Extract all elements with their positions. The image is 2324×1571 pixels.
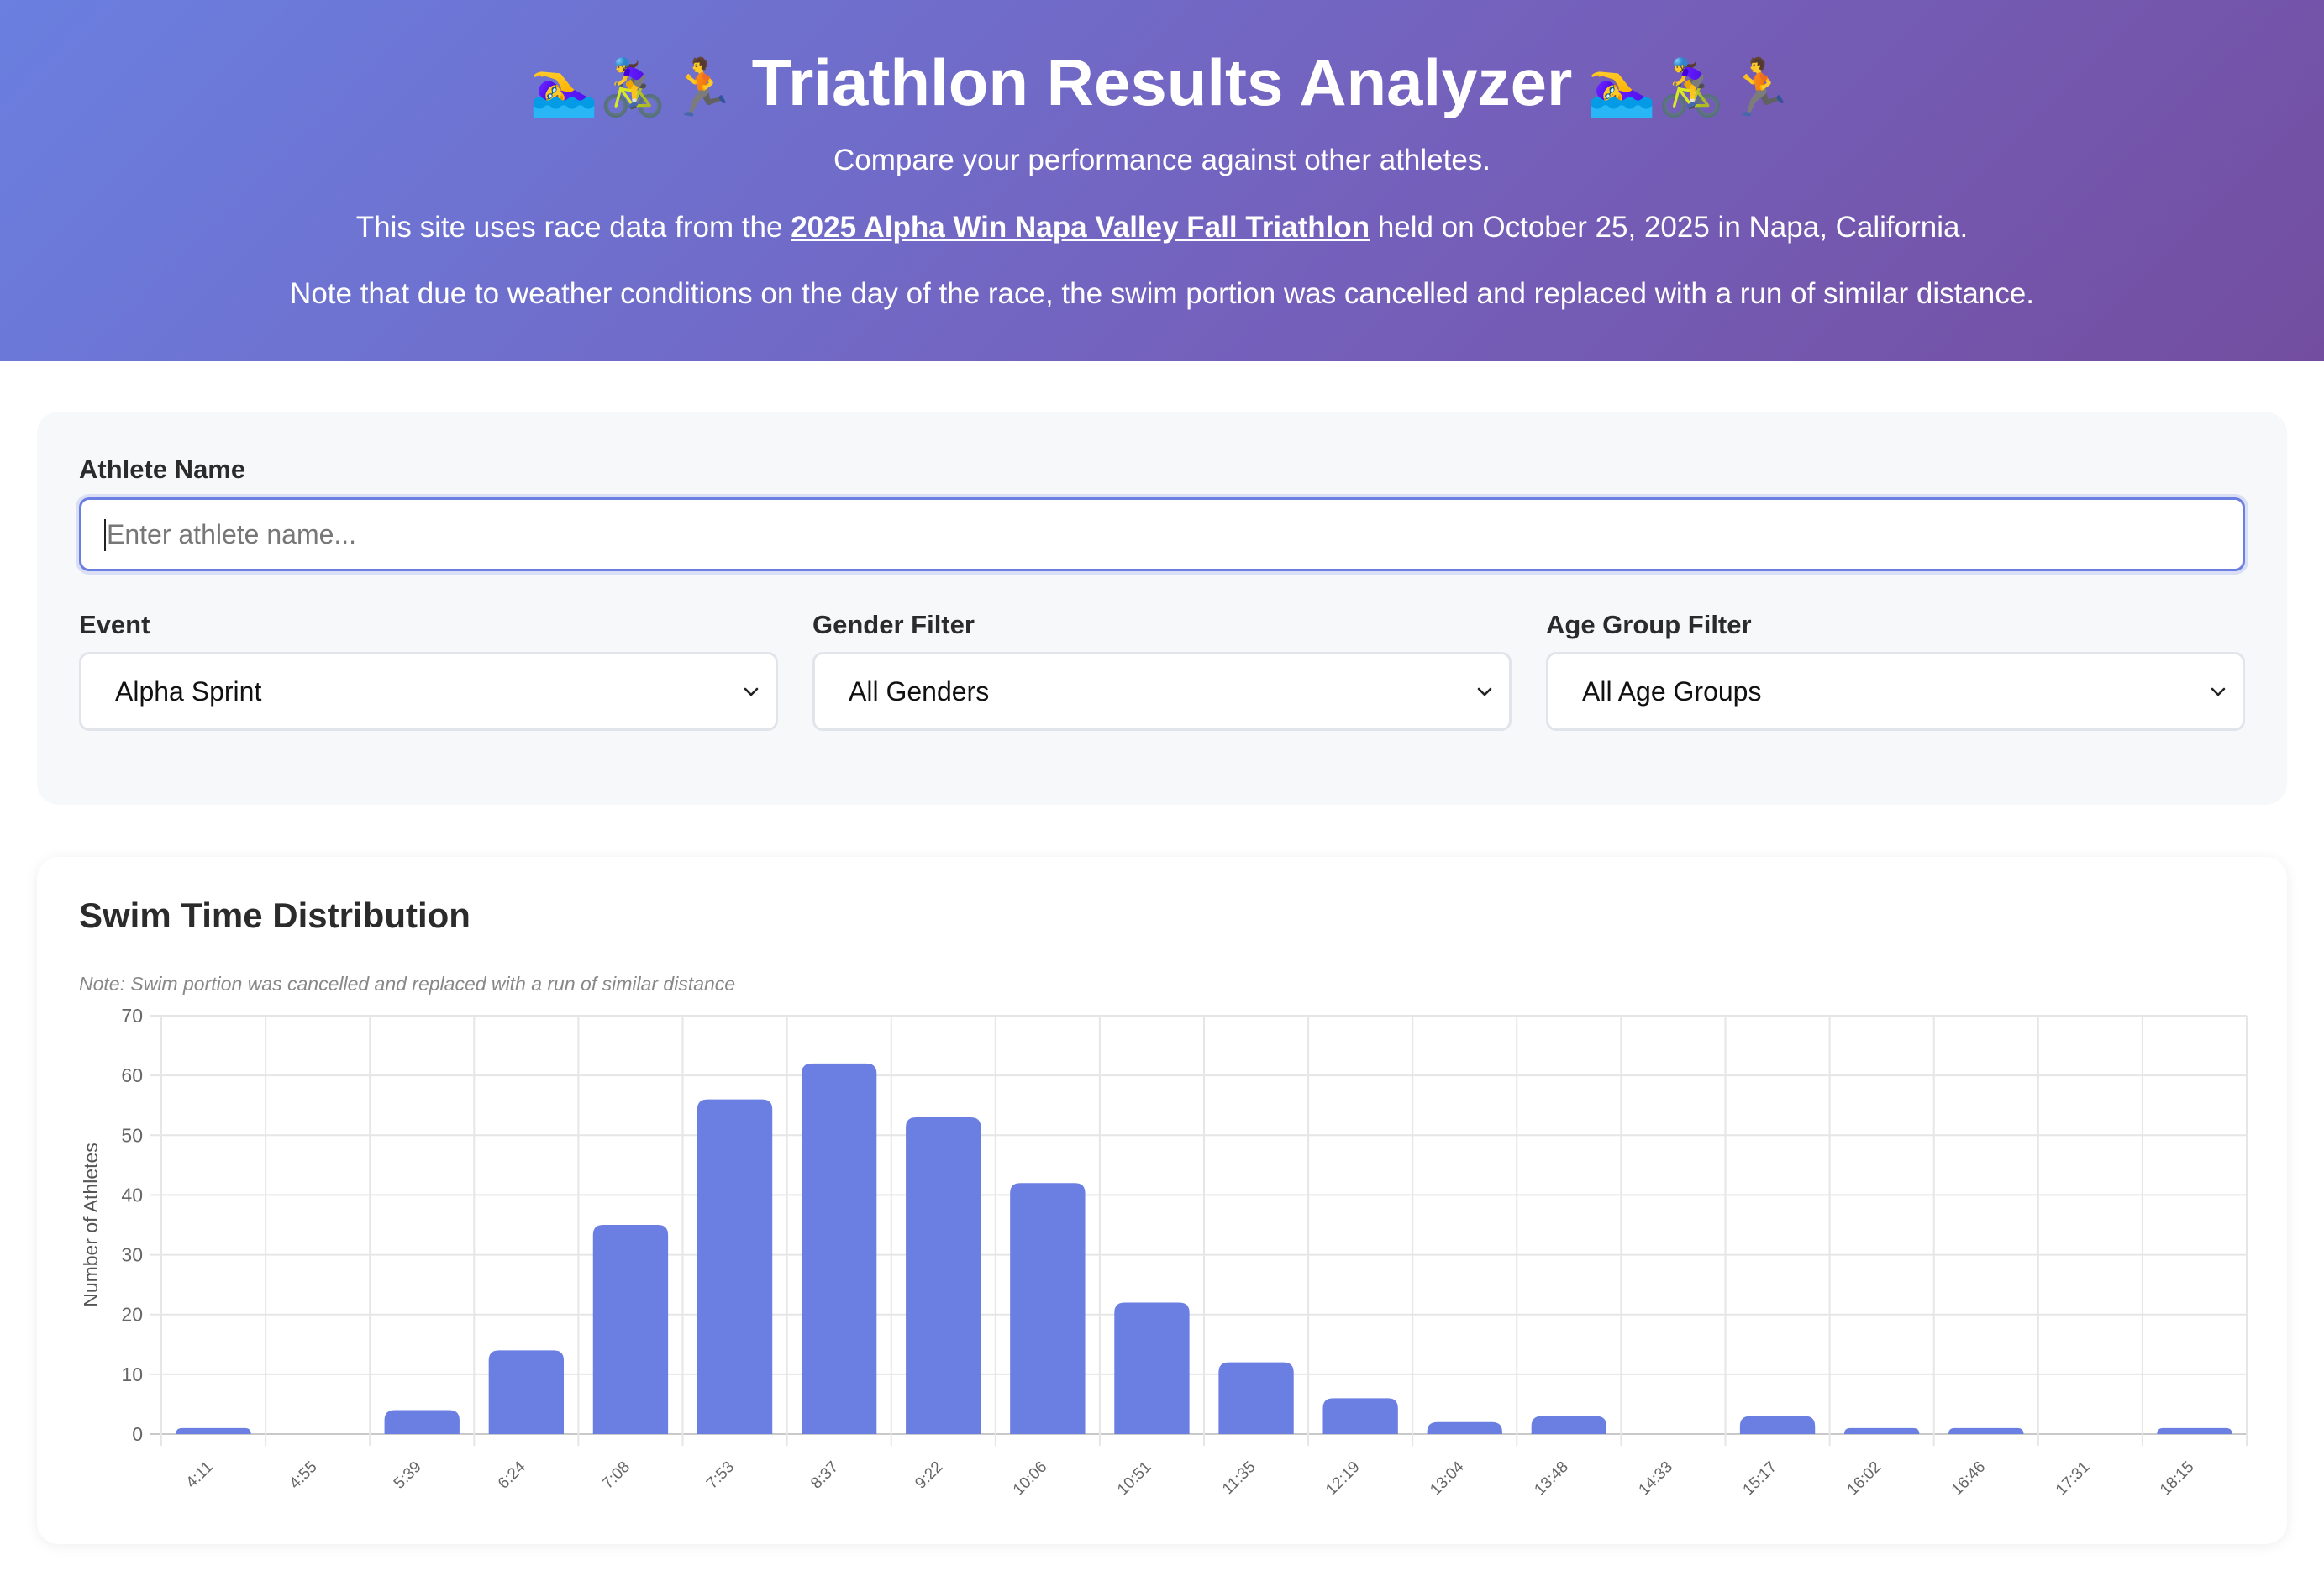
triathlon-emoji-icon: 🏊‍♀️🚴‍♀️🏃 — [529, 56, 737, 119]
y-tick-label: 30 — [121, 1244, 143, 1266]
histogram-bar[interactable] — [906, 1117, 981, 1434]
x-tick-label: 13:48 — [1531, 1458, 1571, 1499]
histogram-bar[interactable] — [1114, 1302, 1190, 1434]
chart-title: Swim Time Distribution — [79, 896, 471, 935]
chevron-down-icon — [744, 687, 759, 696]
histogram-bar[interactable] — [1427, 1421, 1502, 1434]
x-tick-label: 8:37 — [807, 1458, 842, 1493]
gender-select-value: All Genders — [849, 676, 990, 707]
source-prefix: This site uses race data from the — [355, 211, 791, 244]
data-source-text: This site uses race data from the 2025 A… — [0, 207, 2324, 249]
chevron-down-icon — [1477, 687, 1492, 696]
histogram-bar[interactable] — [697, 1099, 773, 1434]
x-tick-label: 4:11 — [183, 1458, 217, 1492]
gender-filter-select[interactable]: All Genders — [812, 652, 1512, 731]
histogram-bar[interactable] — [488, 1350, 565, 1434]
x-tick-label: 9:22 — [912, 1458, 946, 1493]
x-tick-label: 7:08 — [599, 1458, 634, 1493]
filters-panel: Athlete Name Event Alpha Sprint Gender F… — [37, 412, 2287, 805]
source-suffix: held on October 25, 2025 in Napa, Califo… — [1370, 211, 1969, 244]
athlete-name-input[interactable] — [79, 497, 2245, 571]
y-tick-label: 60 — [121, 1064, 143, 1086]
y-tick-label: 20 — [121, 1304, 143, 1326]
y-tick-label: 70 — [121, 1005, 143, 1027]
x-tick-label: 14:33 — [1636, 1458, 1676, 1499]
x-tick-label: 13:04 — [1427, 1458, 1468, 1499]
event-select[interactable]: Alpha Sprint — [79, 652, 778, 731]
page-subtitle: Compare your performance against other a… — [833, 144, 1491, 176]
y-tick-label: 0 — [132, 1423, 143, 1445]
page-title-text: Triathlon Results Analyzer — [751, 45, 1573, 119]
x-tick-label: 16:02 — [1844, 1458, 1885, 1499]
x-tick-label: 18:15 — [2157, 1458, 2197, 1499]
age-group-filter-select[interactable]: All Age Groups — [1546, 652, 2245, 731]
age-group-select-value: All Age Groups — [1582, 676, 1762, 707]
x-tick-label: 11:35 — [1219, 1458, 1259, 1498]
event-label: Event — [79, 610, 150, 639]
histogram-bar[interactable] — [1218, 1362, 1294, 1434]
x-tick-label: 5:39 — [391, 1458, 425, 1493]
histogram-bar[interactable] — [176, 1427, 251, 1434]
x-tick-label: 4:55 — [287, 1458, 321, 1493]
histogram-bar[interactable] — [1739, 1416, 1816, 1434]
y-tick-label: 50 — [121, 1124, 143, 1146]
histogram-bar[interactable] — [1322, 1398, 1398, 1434]
athlete-name-label: Athlete Name — [79, 454, 246, 484]
histogram-bar[interactable] — [801, 1063, 877, 1434]
x-tick-label: 7:53 — [703, 1458, 738, 1493]
x-tick-label: 15:17 — [1740, 1458, 1780, 1499]
histogram-bar[interactable] — [2157, 1427, 2232, 1434]
x-tick-label: 17:31 — [2053, 1458, 2093, 1499]
x-tick-label: 10:06 — [1010, 1458, 1050, 1499]
weather-note: Note that due to weather conditions on t… — [290, 277, 2034, 310]
histogram-bar[interactable] — [1948, 1427, 2024, 1434]
event-select-value: Alpha Sprint — [115, 676, 262, 707]
race-link[interactable]: 2025 Alpha Win Napa Valley Fall Triathlo… — [791, 211, 1370, 244]
x-tick-label: 16:46 — [1948, 1458, 1989, 1499]
histogram-bar[interactable] — [384, 1410, 460, 1434]
triathlon-emoji-icon: 🏊‍♀️🚴‍♀️🏃 — [1587, 56, 1795, 119]
histogram-bar[interactable] — [592, 1225, 669, 1434]
page-header: 🏊‍♀️🚴‍♀️🏃 Triathlon Results Analyzer 🏊‍♀️🚴… — [0, 0, 2324, 361]
gender-filter-label: Gender Filter — [812, 610, 975, 639]
y-axis-label: Number of Athletes — [80, 1143, 102, 1307]
age-group-filter-label: Age Group Filter — [1546, 610, 1752, 639]
y-tick-label: 40 — [121, 1184, 143, 1206]
swim-distribution-card: Swim Time Distribution Note: Swim portio… — [37, 857, 2287, 1544]
histogram-bar[interactable] — [1843, 1427, 1920, 1434]
y-tick-label: 10 — [121, 1363, 143, 1385]
x-tick-label: 12:19 — [1322, 1458, 1363, 1499]
chart-note: Note: Swim portion was cancelled and rep… — [79, 973, 736, 995]
histogram-bar[interactable] — [1010, 1183, 1086, 1434]
chevron-down-icon — [2211, 687, 2226, 696]
histogram-bar[interactable] — [1531, 1416, 1607, 1434]
page-title: 🏊‍♀️🚴‍♀️🏃 Triathlon Results Analyzer 🏊‍♀️🚴… — [0, 40, 2324, 129]
swim-histogram: 0 10 20 30 40 50 60 70 4:11 4:55 5:39 6:24 7:08 7:53 8… — [80, 1005, 2248, 1499]
text-caret — [104, 519, 106, 551]
x-tick-label: 6:24 — [495, 1458, 529, 1492]
x-tick-label: 10:51 — [1114, 1458, 1154, 1499]
